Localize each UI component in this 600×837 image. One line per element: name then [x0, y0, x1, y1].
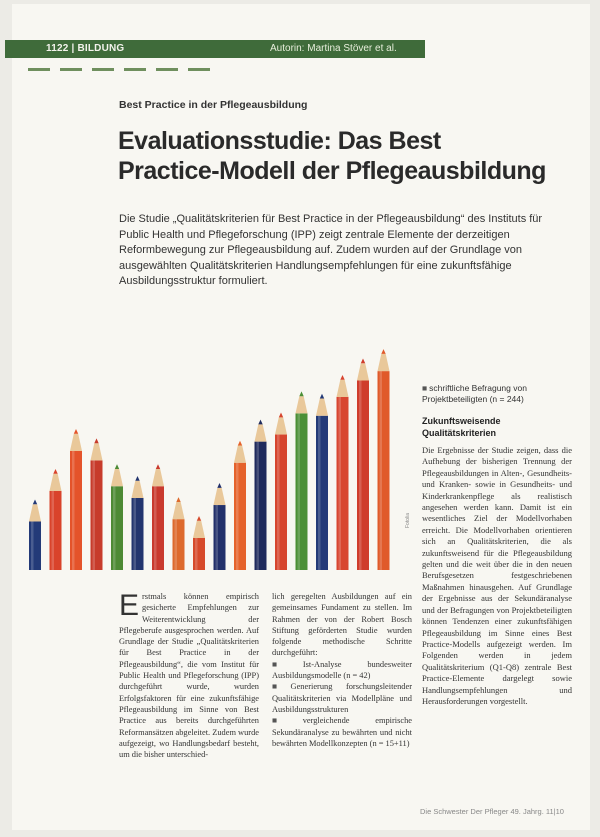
sidebar-bullet: ■ schriftliche Befragung von Projektbetei…	[422, 383, 527, 404]
bullet-item: ■ Ist-Analyse bundesweiter Ausbildungsmod…	[272, 659, 413, 681]
pencil	[131, 476, 144, 570]
sidebar-column: ■ schriftliche Befragung von Projektbetei…	[422, 383, 572, 707]
title-line-1: Evaluationsstudie: Das Best	[118, 127, 441, 155]
page-section-label: 1122 | BILDUNG	[46, 43, 125, 54]
sidebar-heading: Zukunftsweisende Qualitätskriterien	[422, 416, 501, 438]
page-footer: Die Schwester Der Pfleger 49. Jahrg. 11|…	[420, 807, 564, 816]
pencil	[29, 499, 41, 570]
column-2-intro: lich geregelten Ausbildungen auf ein gem…	[272, 592, 412, 658]
pencil	[295, 391, 308, 570]
column-1-text: rstmals können empirisch gesicherte Empf…	[119, 592, 259, 760]
pencil	[357, 358, 369, 570]
pencil-illustration	[29, 349, 390, 570]
pencil	[234, 440, 246, 570]
article-kicker: Best Practice in der Pflegeausbildung	[119, 99, 308, 111]
pencil	[336, 374, 349, 570]
pencil	[377, 349, 390, 570]
author-line: Autorin: Martina Stöver et al.	[270, 43, 397, 54]
body-column-2: lich geregelten Ausbildungen auf ein gem…	[272, 591, 412, 749]
article-lead: Die Studie „Qualitätskriterien für Best …	[119, 213, 543, 287]
title-line-2: Practice-Modell der Pflegeausbildung	[118, 157, 546, 185]
sidebar-body: Die Ergebnisse der Studie zeigen, dass d…	[422, 445, 572, 706]
pencil	[152, 464, 164, 570]
pencil	[90, 438, 103, 570]
pencil	[316, 393, 328, 570]
header-decoration	[28, 58, 258, 71]
pencil	[111, 464, 123, 570]
pencil	[193, 515, 205, 570]
drop-cap: E	[119, 589, 140, 622]
bullet-item: ■ Generierung forschungsleitender Qualitä…	[272, 682, 412, 714]
pencil	[254, 419, 267, 570]
body-column-1: E rstmals können empirisch gesicherte Em…	[119, 591, 259, 760]
pencil	[70, 429, 82, 570]
pencil	[172, 497, 185, 570]
pencil	[49, 468, 62, 570]
pencil	[213, 483, 226, 570]
article-title: Evaluationsstudie: Das Best Practice-Mod…	[118, 126, 558, 186]
bullet-item: ■ vergleichende empirische Sekundäranalys…	[272, 716, 412, 748]
image-credit: Fotolia	[405, 512, 411, 528]
pencil	[275, 412, 287, 570]
header-band	[5, 40, 425, 58]
